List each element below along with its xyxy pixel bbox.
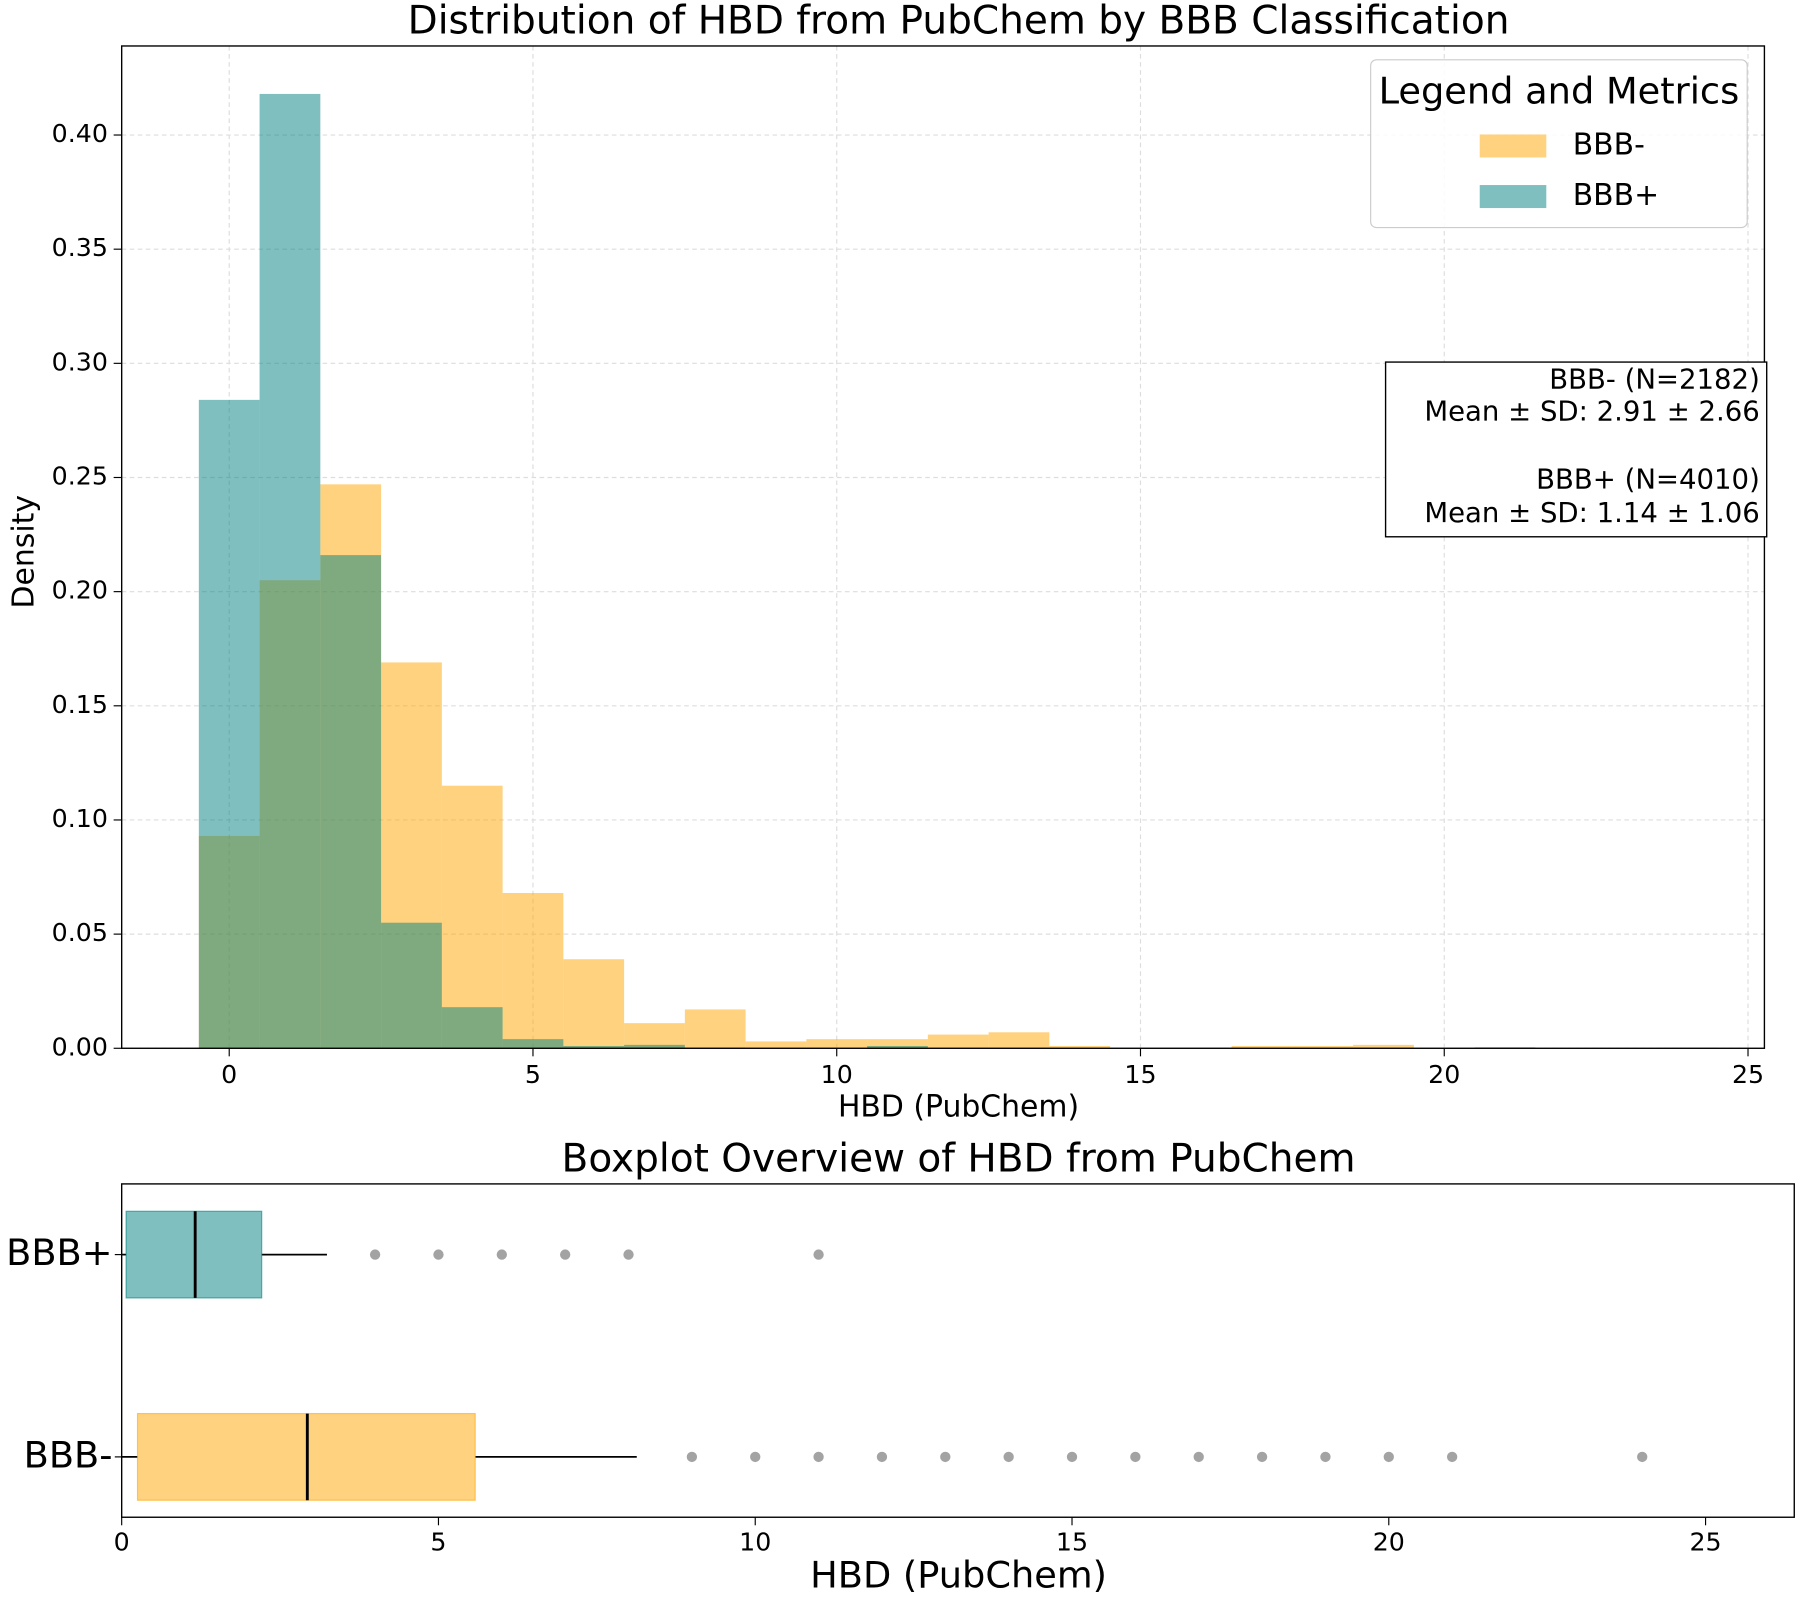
flier: [876, 1451, 888, 1463]
histogram-bar: [988, 1032, 1050, 1049]
histogram-bar: [320, 555, 382, 1049]
annotation-box: [1384, 361, 1768, 538]
x-tick-label: 15: [1124, 1060, 1156, 1089]
histogram-bar: [198, 399, 260, 1049]
y-tick-label: 0.40: [52, 119, 108, 148]
flier: [813, 1249, 824, 1260]
histogram-bar: [381, 922, 442, 1049]
y-tick-label: 0.25: [52, 461, 108, 490]
x-tick-label: 0: [221, 1060, 237, 1089]
histogram-bar: [441, 785, 503, 1049]
x-tick-label: 0: [114, 1528, 130, 1557]
y-tick-label: 0.15: [52, 690, 108, 719]
histogram-bar: [867, 1039, 928, 1049]
y-tick-label: BBB-: [24, 1433, 113, 1476]
legend-frame: [1370, 59, 1748, 229]
annotation-text: BBB+ (N=4010): [1536, 463, 1760, 495]
y-tick-label: 0.05: [52, 918, 108, 947]
x-tick-label: 25: [1689, 1528, 1721, 1557]
y-tick-label: 0.35: [52, 233, 108, 262]
y-tick-label: 0.00: [52, 1032, 108, 1061]
flier: [433, 1249, 444, 1260]
histogram-bar: [684, 1009, 746, 1049]
flier: [1193, 1451, 1204, 1463]
y-tick-label: BBB+: [6, 1231, 112, 1274]
flier: [1320, 1451, 1331, 1463]
flier: [1383, 1451, 1394, 1463]
x-tick-label: 5: [430, 1528, 446, 1557]
flier: [560, 1249, 571, 1260]
histogram-bar: [867, 1045, 928, 1049]
plot-frame: [120, 1183, 1795, 1518]
histogram-bar: [502, 1039, 564, 1049]
legend-swatch: [1479, 134, 1547, 158]
chart-title: Boxplot Overview of HBD from PubChem: [562, 1136, 1356, 1181]
histogram-bar: [563, 959, 625, 1049]
histogram-bar: [563, 1045, 625, 1049]
histogram-bar: [441, 1007, 503, 1049]
y-tick-label: 0.30: [52, 347, 108, 376]
flier: [496, 1249, 507, 1260]
y-tick-label: 0.20: [52, 576, 108, 605]
flier: [623, 1249, 634, 1260]
flier: [1256, 1451, 1268, 1463]
histogram-bar: [745, 1041, 807, 1049]
plot-frame: [120, 45, 1766, 1049]
chart-title: Distribution of HBD from PubChem by BBB …: [408, 0, 1510, 44]
histogram-bar: [1231, 1045, 1293, 1049]
flier: [1003, 1451, 1014, 1463]
x-tick-label: 5: [525, 1060, 541, 1089]
x-axis-label: HBD (PubChem): [810, 1553, 1107, 1596]
x-tick-label: 20: [1428, 1060, 1460, 1089]
x-tick-label: 25: [1732, 1060, 1764, 1089]
flier: [1446, 1451, 1458, 1463]
histogram-bar: [1049, 1045, 1111, 1049]
flier: [1637, 1451, 1648, 1463]
histogram-bar: [624, 1044, 685, 1049]
legend-title: Legend and Metrics: [1379, 70, 1740, 113]
x-tick-label: 20: [1373, 1528, 1405, 1557]
flier: [1066, 1451, 1078, 1463]
y-tick-label: 0.10: [52, 804, 108, 833]
flier: [1130, 1451, 1141, 1463]
legend-label: BBB+: [1573, 178, 1659, 213]
y-axis-label: Density: [7, 495, 42, 609]
histogram-bar: [259, 93, 321, 1049]
flier: [940, 1451, 951, 1463]
histogram-bar: [624, 1023, 685, 1049]
histogram-bar: [1292, 1045, 1354, 1049]
histogram-bar: [502, 893, 564, 1049]
annotation-text: BBB- (N=2182): [1549, 363, 1760, 395]
histogram-bar: [927, 1034, 989, 1049]
legend-label: BBB-: [1573, 127, 1645, 162]
histogram-bar: [806, 1039, 868, 1049]
annotation-text: Mean ± SD: 2.91 ± 2.66: [1424, 396, 1759, 428]
histogram-bar: [1353, 1044, 1414, 1049]
flier: [750, 1451, 761, 1463]
legend-swatch: [1479, 185, 1547, 209]
x-tick-label: 10: [739, 1528, 771, 1557]
x-tick-label: 15: [1056, 1528, 1088, 1557]
annotation-text: Mean ± SD: 1.14 ± 1.06: [1424, 497, 1759, 529]
x-axis-label: HBD (PubChem): [838, 1090, 1079, 1125]
flier: [369, 1249, 381, 1260]
x-tick-label: 10: [821, 1060, 853, 1089]
flier: [686, 1451, 698, 1463]
flier: [813, 1451, 824, 1463]
